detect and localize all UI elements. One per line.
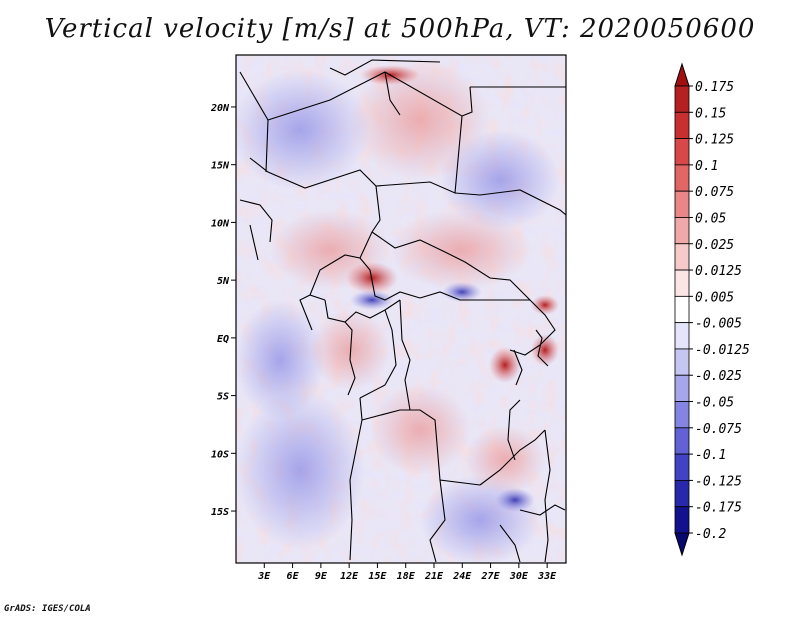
country-borders bbox=[239, 59, 566, 563]
colorbar-label: -0.175 bbox=[695, 501, 742, 516]
colorbar: 0.175 0.15 0.125 0.1 0.075 0.05 0.025 0.0125 0.0… bbox=[674, 62, 750, 557]
lat-label: 5N bbox=[217, 276, 230, 287]
colorbar-label: -0.2 bbox=[695, 527, 726, 542]
lon-label: 9E bbox=[315, 571, 328, 582]
colorbar-label: 0.005 bbox=[695, 290, 734, 305]
colorbar-segment bbox=[674, 322, 690, 350]
velocity-field bbox=[236, 55, 566, 563]
colorbar-label: -0.0125 bbox=[695, 343, 750, 358]
colorbar-label: 0.175 bbox=[695, 80, 734, 95]
colorbar-label: -0.05 bbox=[695, 396, 734, 411]
colorbar-label: -0.005 bbox=[695, 317, 742, 332]
lon-label: 27E bbox=[481, 571, 501, 582]
lat-label: 15N bbox=[211, 161, 230, 172]
colorbar-segment bbox=[674, 190, 690, 218]
colorbar-segment bbox=[674, 243, 690, 271]
colorbar-label: 0.1 bbox=[695, 159, 718, 174]
colorbar-segment bbox=[674, 401, 690, 429]
colorbar-segment bbox=[674, 111, 690, 139]
lon-label: 30E bbox=[509, 571, 529, 582]
lat-label: 20N bbox=[210, 103, 230, 114]
lon-label: 15E bbox=[368, 571, 387, 582]
colorbar-segment bbox=[674, 374, 690, 402]
lat-label: 10S bbox=[211, 449, 229, 460]
lat-label: EQ bbox=[217, 334, 229, 345]
colorbar-label: 0.0125 bbox=[695, 264, 742, 279]
lon-label: 33E bbox=[537, 571, 557, 582]
colorbar-segment bbox=[674, 295, 690, 324]
lon-label: 6E bbox=[287, 571, 300, 582]
lon-label: 18E bbox=[397, 571, 416, 582]
colorbar-bottom-arrow bbox=[674, 532, 690, 557]
colorbar-label: 0.15 bbox=[695, 106, 726, 121]
grads-credit: GrADS: IGES/COLA bbox=[4, 604, 91, 614]
lat-label: 10N bbox=[211, 218, 230, 229]
colorbar-label: 0.05 bbox=[695, 211, 726, 226]
colorbar-label: -0.1 bbox=[695, 448, 726, 463]
colorbar-segment bbox=[674, 138, 690, 166]
colorbar-label: 0.025 bbox=[695, 238, 734, 253]
longitude-axis: 3E 6E 9E 12E 15E 18E 21E 24E 27E 30E 33E bbox=[257, 563, 557, 582]
lon-label: 12E bbox=[340, 571, 359, 582]
map-frame bbox=[235, 54, 567, 564]
colorbar-label: 0.125 bbox=[695, 133, 734, 148]
colorbar-segment bbox=[674, 217, 690, 245]
colorbar-segment bbox=[674, 269, 690, 297]
colorbar-label: -0.025 bbox=[695, 369, 742, 384]
lon-label: 24E bbox=[452, 571, 472, 582]
colorbar-segment bbox=[674, 427, 690, 455]
colorbar-segment bbox=[674, 164, 690, 192]
colorbar-segment bbox=[674, 506, 690, 534]
colorbar-label: -0.125 bbox=[695, 474, 742, 489]
colorbar-segment bbox=[674, 453, 690, 481]
chart-title: Vertical velocity [m/s] at 500hPa, VT: 2… bbox=[44, 14, 756, 44]
lon-label: 21E bbox=[424, 571, 444, 582]
colorbar-segment bbox=[674, 348, 690, 376]
colorbar-top-arrow bbox=[674, 62, 690, 87]
colorbar-label: -0.075 bbox=[695, 422, 742, 437]
lat-label: 15S bbox=[211, 507, 229, 518]
colorbar-segment bbox=[674, 85, 690, 113]
lat-label: 5S bbox=[217, 392, 229, 403]
colorbar-segment bbox=[674, 480, 690, 508]
lon-label: 3E bbox=[257, 571, 271, 582]
latitude-axis: 20N 15N 10N 5N EQ 5S 10S 15S bbox=[210, 103, 236, 518]
colorbar-label: 0.075 bbox=[695, 185, 734, 200]
